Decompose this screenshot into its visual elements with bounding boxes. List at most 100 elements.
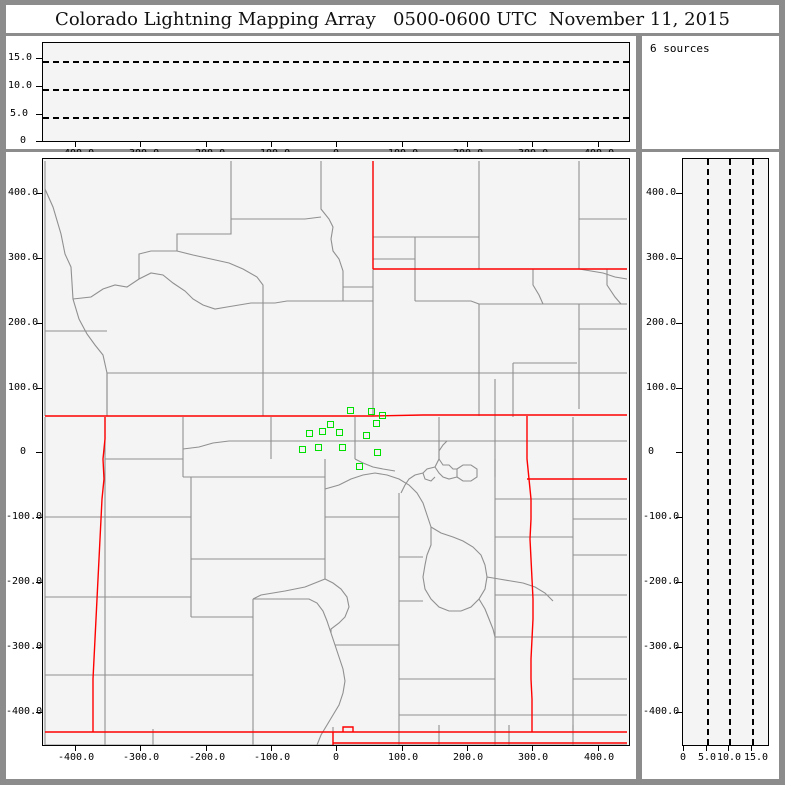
ytick-label-15: 15.0 (8, 52, 33, 63)
right-xtick-5 (706, 746, 707, 751)
state-borders (45, 161, 627, 745)
county-borders (44, 161, 628, 745)
ytick-10 (36, 86, 42, 87)
map-ytick-100 (36, 388, 42, 389)
right-ytick-label-400: 400.0 (646, 187, 677, 198)
right-ytick-100 (676, 388, 682, 389)
source-marker (336, 428, 344, 436)
gridline-alt-10 (729, 159, 731, 745)
source-marker (363, 431, 371, 439)
source-marker (314, 443, 322, 451)
ytick-label-0: 0 (20, 135, 27, 146)
right-ytick-0 (676, 452, 682, 453)
map-ytick-200 (36, 323, 42, 324)
page-title: Colorado Lightning Mapping Array 0500-06… (55, 8, 730, 30)
right-altitude-plot-area[interactable] (682, 158, 769, 746)
right-xtick-label-0: 0 (680, 752, 687, 763)
source-count-label: 6 sources (650, 42, 710, 55)
source-marker (298, 445, 306, 453)
ytick-5 (36, 114, 42, 115)
right-ytick-m200 (676, 582, 682, 583)
map-ytick-m300 (36, 647, 42, 648)
right-ytick-label-m400: -400.0 (643, 706, 680, 717)
right-ytick-m400 (676, 712, 682, 713)
right-ytick-label-m200: -200.0 (643, 576, 680, 587)
map-plot-area[interactable] (42, 158, 630, 746)
map-xtick-400 (598, 746, 599, 751)
ytick-label-5: 5.0 (10, 108, 29, 119)
gridline-alt-5 (707, 159, 709, 745)
source-marker (327, 421, 335, 429)
right-ytick-label-m100: -100.0 (643, 511, 680, 522)
map-xtick-m400 (75, 746, 76, 751)
gridline-5 (43, 117, 629, 119)
map-xtick-0 (336, 746, 337, 751)
xtick-0 (336, 142, 337, 147)
map-ytick-m400 (36, 712, 42, 713)
map-ytick-300 (36, 258, 42, 259)
map-xtick-m200 (206, 746, 207, 751)
right-ytick-m100 (676, 517, 682, 518)
map-ytick-label-m200: -200.0 (6, 576, 43, 587)
map-xtick-label-m100: -100.0 (254, 752, 291, 763)
map-xtick-label-300: 300.0 (518, 752, 549, 763)
source-marker (319, 427, 327, 435)
map-xtick-label-400: 400.0 (584, 752, 615, 763)
gridline-alt-15 (752, 159, 754, 745)
right-ytick-200 (676, 323, 682, 324)
right-ytick-400 (676, 193, 682, 194)
map-xtick-m100 (271, 746, 272, 751)
right-ytick-300 (676, 258, 682, 259)
right-altitude-panel: 400.0 300.0 200.0 100.0 0 -100.0 -200.0 … (642, 152, 779, 779)
xtick-100 (402, 142, 403, 147)
right-ytick-label-0: 0 (648, 446, 655, 457)
source-marker (368, 408, 376, 416)
right-xtick-label-15: 15.0 (744, 752, 769, 763)
source-marker (378, 412, 386, 420)
map-ytick-400 (36, 193, 42, 194)
right-xtick-label-5: 5.0 (698, 752, 717, 763)
source-marker (339, 443, 346, 451)
map-xtick-label-m300: -300.0 (123, 752, 160, 763)
map-xtick-label-200: 200.0 (453, 752, 484, 763)
map-ytick-label-0: 0 (20, 446, 27, 457)
right-ytick-label-200: 200.0 (646, 317, 677, 328)
map-ytick-label-m400: -400.0 (6, 706, 43, 717)
source-marker (306, 430, 314, 438)
right-ytick-label-100: 100.0 (646, 382, 677, 393)
map-xtick-100 (402, 746, 403, 751)
map-ytick-label-m100: -100.0 (6, 511, 43, 522)
right-ytick-label-m300: -300.0 (643, 641, 680, 652)
map-xtick-label-0: 0 (333, 752, 340, 763)
xtick-m400 (75, 142, 76, 147)
map-ytick-m100 (36, 517, 42, 518)
xtick-m300 (140, 142, 141, 147)
map-ytick-label-200: 200.0 (8, 317, 39, 328)
xtick-m200 (206, 142, 207, 147)
title-bar: Colorado Lightning Mapping Array 0500-06… (6, 5, 779, 33)
map-xtick-200 (467, 746, 468, 751)
map-ytick-label-100: 100.0 (8, 382, 39, 393)
xtick-200 (467, 142, 468, 147)
ytick-0 (36, 141, 42, 142)
main-map-panel: 400.0 300.0 200.0 100.0 0 -100.0 -200.0 … (6, 152, 636, 779)
map-geography (44, 161, 628, 745)
ytick-15 (36, 58, 42, 59)
map-xtick-label-100: 100.0 (388, 752, 419, 763)
map-ytick-label-300: 300.0 (8, 252, 39, 263)
gridline-10 (43, 89, 629, 91)
gridline-15 (43, 61, 629, 63)
map-ytick-m200 (36, 582, 42, 583)
top-altitude-plot-area[interactable] (42, 42, 630, 142)
map-xtick-300 (532, 746, 533, 751)
map-xtick-label-m400: -400.0 (58, 752, 95, 763)
source-marker (346, 407, 354, 415)
ytick-label-10: 10.0 (8, 80, 33, 91)
map-xtick-m300 (140, 746, 141, 751)
source-count-panel: 6 sources (642, 36, 779, 149)
top-altitude-panel: 15.0 10.0 5.0 0 -400.0 -300.0 -200.0 -10… (6, 36, 636, 159)
right-xtick-15 (751, 746, 752, 751)
right-xtick-label-10: 10.0 (717, 752, 742, 763)
source-marker (355, 463, 363, 471)
